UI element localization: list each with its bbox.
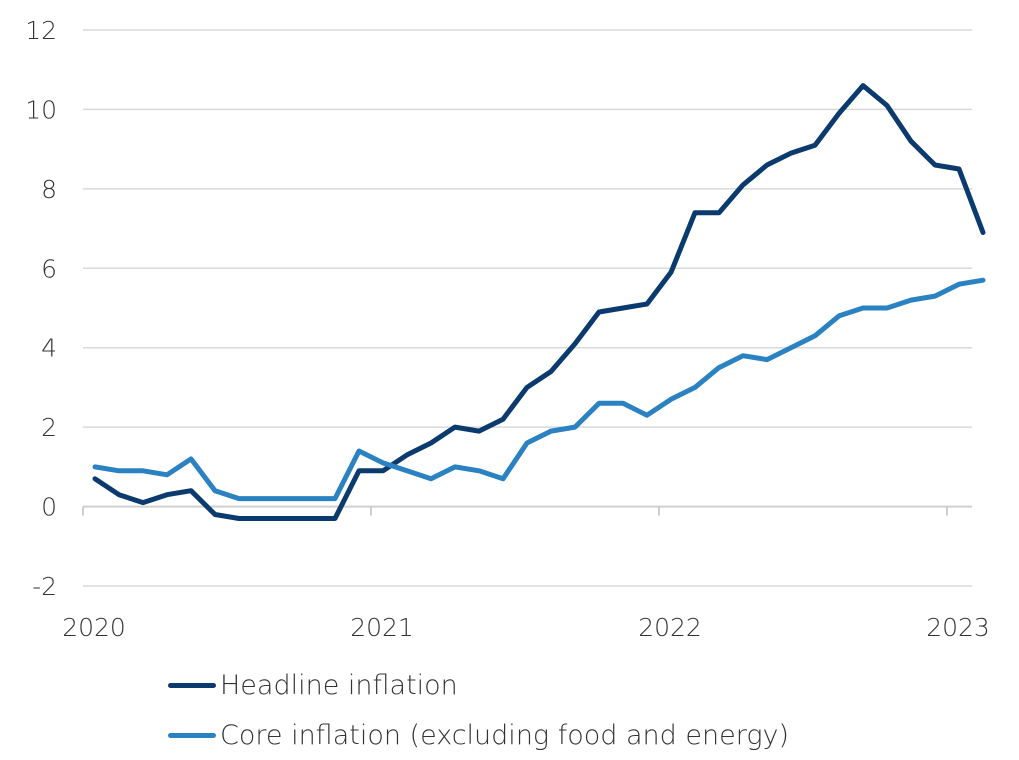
legend: Headline inflation Core inflation (exclu… xyxy=(168,660,789,760)
y-tick-label: 2 xyxy=(41,413,57,442)
x-tick-label: 2023 xyxy=(926,613,990,642)
legend-item-headline: Headline inflation xyxy=(168,660,789,710)
y-tick-label: 12 xyxy=(25,16,57,45)
y-tick-label: 4 xyxy=(41,334,57,363)
y-tick-label: 10 xyxy=(25,95,57,124)
y-axis-ticks: 12 10 8 6 4 2 0 -2 xyxy=(25,16,57,601)
line-chart: 12 10 8 6 4 2 0 -2 2020 2021 2022 2023 xyxy=(25,16,990,642)
legend-label-headline: Headline inflation xyxy=(220,669,458,701)
series-lines xyxy=(92,83,986,521)
legend-label-core: Core inflation (excluding food and energ… xyxy=(220,719,790,751)
y-tick-label: 0 xyxy=(41,493,57,522)
x-axis: 2020 2021 2022 2023 xyxy=(62,505,990,642)
legend-swatch-core xyxy=(168,732,216,738)
y-tick-label: 8 xyxy=(41,175,57,204)
y-tick-label: 6 xyxy=(41,254,57,283)
legend-swatch-headline xyxy=(168,682,216,688)
y-tick-label: -2 xyxy=(32,572,57,601)
x-tick-label: 2021 xyxy=(350,613,414,642)
series-line-headline xyxy=(92,83,986,521)
series-line-core xyxy=(92,277,986,502)
legend-item-core: Core inflation (excluding food and energ… xyxy=(168,710,789,760)
x-tick-label: 2020 xyxy=(62,613,126,642)
x-tick-label: 2022 xyxy=(638,613,702,642)
